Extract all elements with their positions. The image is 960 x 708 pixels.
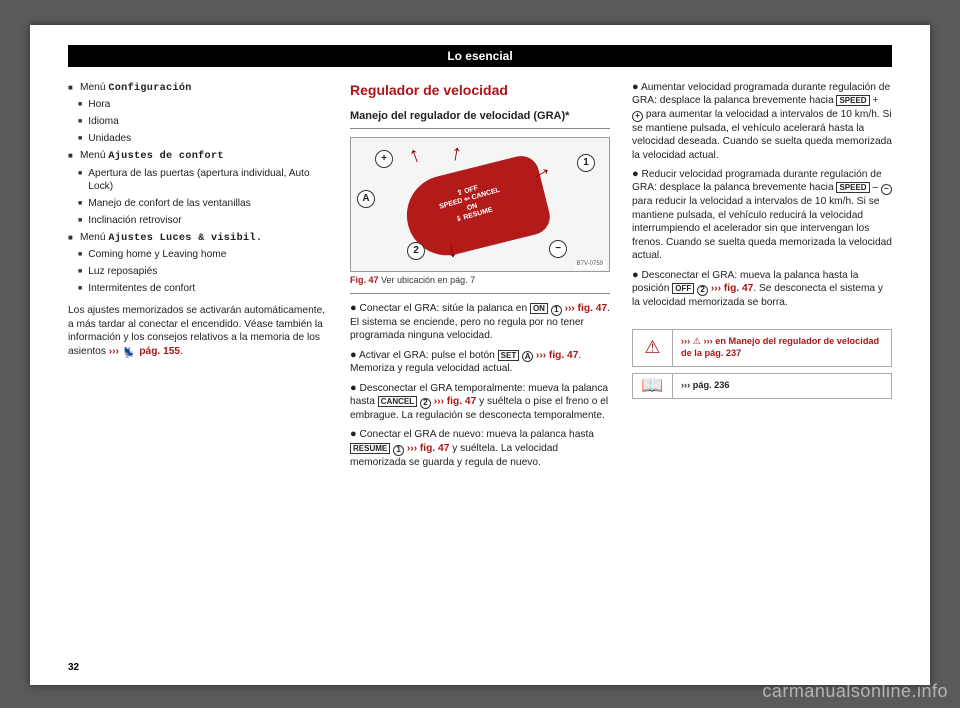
menu3-item: Coming home y Leaving home — [88, 248, 328, 262]
on-label: ON — [530, 303, 548, 314]
menu3-row: ■ Menú Ajustes Luces & visibil. — [68, 231, 328, 245]
off-label: OFF — [672, 283, 694, 294]
figure-code: B7V-0759 — [575, 261, 605, 269]
period: . — [180, 346, 183, 357]
callout-a: A — [357, 190, 375, 208]
sub-title: Manejo del regulador de velocidad (GRA)* — [350, 109, 610, 124]
fig-text: Ver ubicación en pág. 7 — [379, 275, 476, 285]
column-2: Regulador de velocidad Manejo del regula… — [350, 81, 610, 475]
square-bullet-icon: ■ — [68, 231, 74, 245]
callout-a-inline: A — [522, 351, 533, 362]
bullet-item: ● Aumentar velocidad programada durante … — [632, 81, 892, 162]
callout-2-inline: 2 — [697, 285, 708, 296]
b6-tail: para reducir la velocidad a intervalos d… — [632, 196, 892, 261]
b5-tail: para aumentar la velocidad a intervalos … — [632, 109, 892, 161]
col1-paragraph: Los ajustes memorizados se activarán aut… — [68, 304, 328, 360]
speed-label: SPEED — [836, 182, 869, 193]
b1-text: Conectar el GRA: sitúe la palanca en — [360, 303, 530, 314]
warning-text: ››› en Manejo del regulador de velocidad… — [681, 336, 879, 358]
square-bullet-icon: ■ — [68, 167, 82, 194]
callout-1: 1 — [577, 154, 595, 172]
square-bullet-icon: ■ — [68, 265, 82, 279]
menu2-row: ■ Menú Ajustes de confort — [68, 149, 328, 163]
bullet-item: ● Conectar el GRA: sitúe la palanca en O… — [350, 302, 610, 343]
figure-caption: Fig. 47 Ver ubicación en pág. 7 — [350, 275, 610, 287]
bullet-item: ● Desconectar el GRA temporalmente: muev… — [350, 382, 610, 423]
menu2-name: Ajustes de confort — [108, 151, 223, 162]
b2-ref: ››› fig. 47 — [536, 350, 578, 361]
b7-ref: ››› fig. 47 — [708, 283, 753, 294]
content-columns: ■ Menú Configuración ■ Hora ■ Idioma ■ Unid… — [30, 81, 930, 475]
square-bullet-icon: ■ — [68, 132, 82, 146]
callout-plus: + — [375, 150, 393, 168]
minus-inline: − — [881, 184, 892, 195]
page-number: 32 — [68, 662, 79, 673]
menu3-item: Luz reposapiés — [88, 265, 328, 279]
column-1: ■ Menú Configuración ■ Hora ■ Idioma ■ Unid… — [68, 81, 328, 475]
square-bullet-icon: ■ — [68, 197, 82, 211]
menu1-item: Hora — [88, 98, 328, 112]
reference-box: 📖 ››› pág. 236 — [632, 373, 892, 399]
menu1-item: Unidades — [88, 132, 328, 146]
figure-47: ⇧ OFF SPEED ⇦ CANCEL ON ⇩ RESUME A + 2 1… — [350, 137, 610, 287]
arrow-icon: ↑ — [404, 139, 424, 170]
menu3-prefix: Menú — [80, 232, 108, 243]
ref-arrows: ››› — [109, 346, 122, 357]
callout-minus: − — [549, 240, 567, 258]
callout-2: 2 — [407, 242, 425, 260]
warning-box: ⚠ ››› ⚠ ››› en Manejo del regulador de v… — [632, 329, 892, 367]
arrow-icon: ↑ — [449, 137, 465, 168]
warning-icon: ⚠ — [633, 330, 673, 366]
b3-ref: ››› fig. 47 — [431, 396, 476, 407]
bullet-item: ● Activar el GRA: pulse el botón SET A ›… — [350, 349, 610, 376]
b1-ref: ››› fig. 47 — [565, 303, 607, 314]
square-bullet-icon: ■ — [68, 282, 82, 296]
fig-label: Fig. 47 — [350, 275, 379, 285]
menu1-row: ■ Menú Configuración — [68, 81, 328, 95]
square-bullet-icon: ■ — [68, 149, 74, 163]
column-3: ● Aumentar velocidad programada durante … — [632, 81, 892, 475]
square-bullet-icon: ■ — [68, 98, 82, 112]
cancel-label: CANCEL — [378, 396, 417, 407]
menu1-item: Idioma — [88, 115, 328, 129]
menu1-prefix: Menú — [80, 82, 108, 93]
section-title: Regulador de velocidad — [350, 81, 610, 99]
set-label: SET — [498, 350, 520, 361]
menu3-item: Intermitentes de confort — [88, 282, 328, 296]
menu2-item: Manejo de confort de las ventanillas — [88, 197, 328, 211]
menu2-item: Apertura de las puertas (apertura indivi… — [88, 167, 328, 194]
callout-1-inline: 1 — [551, 305, 562, 316]
plus-inline: + — [632, 111, 643, 122]
bullet-item: ● Desconectar el GRA: mueva la palanca h… — [632, 269, 892, 310]
reference-text: ››› pág. 236 — [681, 380, 730, 390]
speed-label: SPEED — [836, 95, 869, 106]
square-bullet-icon: ■ — [68, 248, 82, 262]
menu3-name: Ajustes Luces & visibil. — [108, 233, 262, 244]
watermark: carmanualsonline.info — [762, 681, 948, 702]
b2-text: Activar el GRA: pulse el botón — [359, 350, 498, 361]
resume-label: RESUME — [350, 443, 390, 454]
square-bullet-icon: ■ — [68, 81, 74, 95]
ref-page: pág. 155 — [136, 346, 180, 357]
lever-labels: ⇧ OFF SPEED ⇦ CANCEL ON ⇩ RESUME — [436, 179, 505, 229]
callout-1-inline: 1 — [393, 445, 404, 456]
menu2-item: Inclinación retrovisor — [88, 214, 328, 228]
bullet-item: ● Reducir velocidad programada durante r… — [632, 168, 892, 262]
b4-text: Conectar el GRA de nuevo: mueva la palan… — [360, 429, 594, 440]
seat-icon: 💺 — [123, 347, 136, 360]
book-icon: 📖 — [633, 374, 673, 398]
menu1-name: Configuración — [108, 83, 191, 94]
manual-page: Lo esencial ■ Menú Configuración ■ Hora ■… — [30, 25, 930, 685]
para1-text: Los ajustes memorizados se activarán aut… — [68, 305, 325, 356]
section-header-bar: Lo esencial — [68, 45, 892, 67]
square-bullet-icon: ■ — [68, 214, 82, 228]
menu2-prefix: Menú — [80, 150, 108, 161]
bullet-item: ● Conectar el GRA de nuevo: mueva la pal… — [350, 428, 610, 469]
square-bullet-icon: ■ — [68, 115, 82, 129]
b4-ref: ››› fig. 47 — [404, 443, 449, 454]
figure-illustration: ⇧ OFF SPEED ⇦ CANCEL ON ⇩ RESUME A + 2 1… — [350, 137, 610, 272]
callout-2-inline: 2 — [420, 398, 431, 409]
